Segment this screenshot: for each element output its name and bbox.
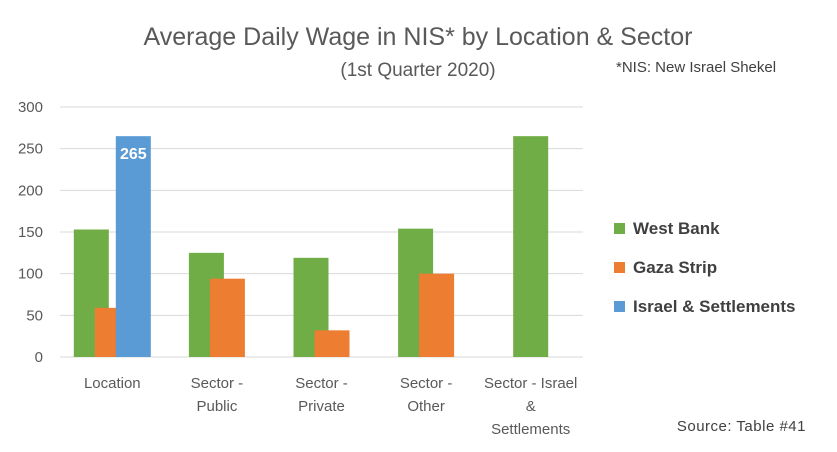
bar <box>419 273 455 357</box>
legend-label: West Bank <box>633 219 720 238</box>
y-tick-label: 100 <box>18 266 43 283</box>
x-tick-label: Sector - Israel <box>484 375 577 392</box>
chart-title: Average Daily Wage in NIS* by Location &… <box>144 23 693 51</box>
legend: West Bank Gaza Strip Israel & Settlements <box>614 219 796 316</box>
y-tick-label: 200 <box>18 182 43 199</box>
y-tick-label: 0 <box>35 349 43 366</box>
data-label: 265 <box>120 146 147 163</box>
x-tick-label: & <box>526 398 536 415</box>
y-axis: 0 50 100 150 200 250 300 <box>18 99 43 366</box>
bars <box>73 136 549 357</box>
bar <box>209 278 245 357</box>
bar <box>513 136 549 357</box>
bar <box>115 136 151 357</box>
data-labels: 265 <box>120 146 147 163</box>
x-tick-label: Private <box>298 398 345 415</box>
legend-swatch <box>614 301 625 312</box>
y-tick-label: 150 <box>18 224 43 241</box>
currency-note: *NIS: New Israel Shekel <box>616 59 776 76</box>
chart-subtitle: (1st Quarter 2020) <box>340 60 495 81</box>
legend-swatch <box>614 223 625 234</box>
x-tick-label: Sector - <box>191 375 244 392</box>
bar <box>314 330 350 357</box>
x-tick-label: Public <box>196 398 237 415</box>
y-tick-label: 50 <box>26 307 43 324</box>
source-note: Source: Table #41 <box>677 418 806 435</box>
x-tick-label: Location <box>84 375 141 392</box>
y-tick-label: 250 <box>18 141 43 158</box>
legend-swatch <box>614 262 625 273</box>
legend-label: Gaza Strip <box>633 258 717 277</box>
legend-label: Israel & Settlements <box>633 297 796 316</box>
x-axis: Location Sector - Public Sector - Private Sec… <box>84 375 577 438</box>
x-tick-label: Sector - <box>400 375 453 392</box>
x-tick-label: Settlements <box>491 421 570 438</box>
x-tick-label: Sector - <box>295 375 348 392</box>
y-tick-label: 300 <box>18 99 43 116</box>
x-tick-label: Other <box>407 398 445 415</box>
